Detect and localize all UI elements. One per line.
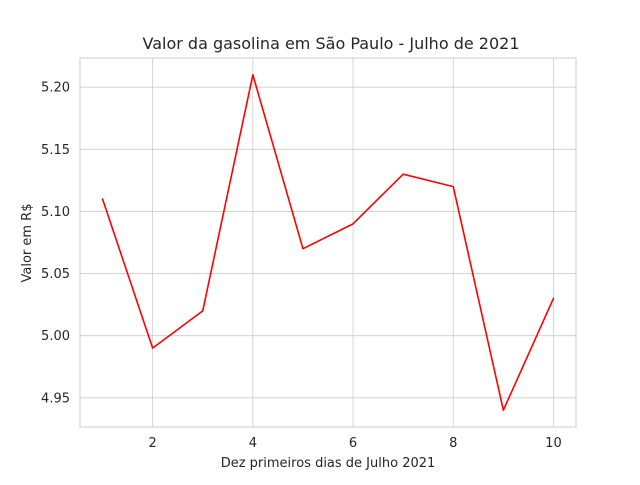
- x-tick-label: 10: [545, 436, 562, 451]
- x-axis-label: Dez primeiros dias de Julho 2021: [221, 456, 436, 471]
- y-tick-labels: 4.95 5.00 5.05 5.10 5.15 5.20: [41, 81, 70, 407]
- y-tick-label: 5.10: [41, 205, 70, 220]
- y-tick-label: 5.15: [41, 143, 70, 158]
- y-tick-label: 5.20: [41, 81, 70, 96]
- x-tick-label: 8: [449, 436, 457, 451]
- y-tick-label: 4.95: [41, 391, 70, 406]
- x-tick-label: 6: [349, 436, 357, 451]
- y-tick-label: 5.05: [41, 267, 70, 282]
- x-tick-label: 4: [249, 436, 257, 451]
- chart-title: Valor da gasolina em São Paulo - Julho d…: [143, 34, 520, 53]
- y-tick-label: 5.00: [41, 329, 70, 344]
- grid-lines: [80, 58, 576, 427]
- x-tick-label: 2: [149, 436, 157, 451]
- series-line: [101, 73, 555, 412]
- plot-frame: [79, 57, 577, 428]
- y-axis-label: Valor em R$: [20, 204, 35, 283]
- series-lines: [101, 73, 555, 412]
- x-tick-labels: 2 4 6 8 10: [149, 436, 562, 451]
